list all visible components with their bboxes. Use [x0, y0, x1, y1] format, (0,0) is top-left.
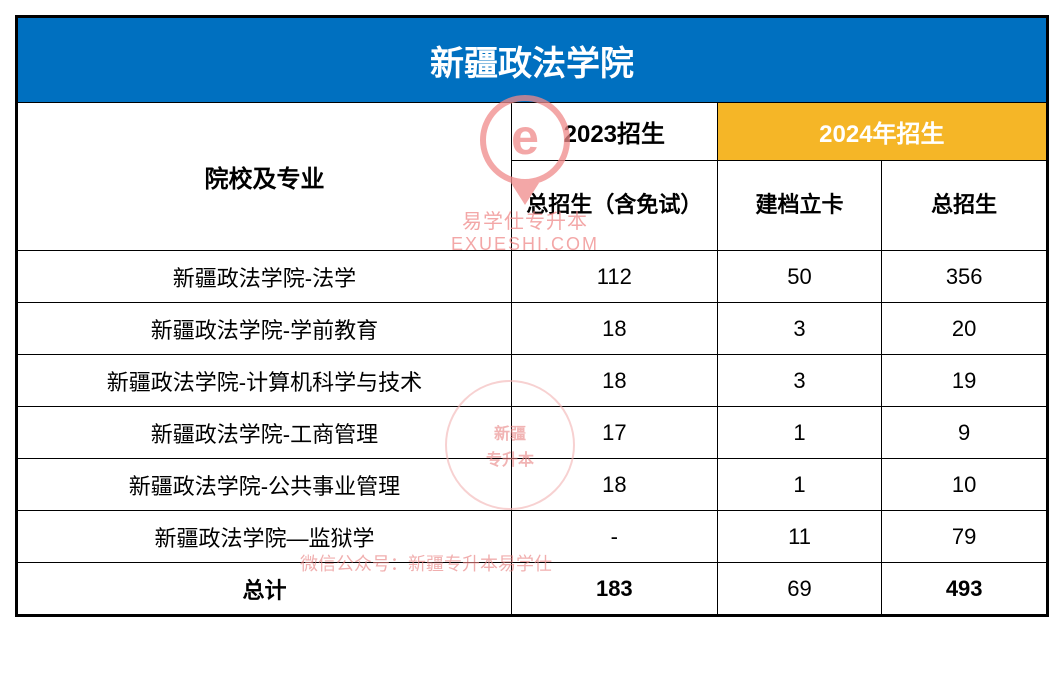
table-row: 新疆政法学院-计算机科学与技术 18 3 19: [18, 355, 1047, 407]
cell-2023: -: [511, 511, 717, 563]
header-sub-2023: 总招生（含免试）: [511, 161, 717, 251]
table-row: 新疆政法学院—监狱学 - 11 79: [18, 511, 1047, 563]
cell-2023: 18: [511, 355, 717, 407]
cell-major: 新疆政法学院-工商管理: [18, 407, 512, 459]
cell-total: 19: [882, 355, 1047, 407]
table-row: 新疆政法学院-学前教育 18 3 20: [18, 303, 1047, 355]
cell-total: 79: [882, 511, 1047, 563]
cell-total: 10: [882, 459, 1047, 511]
cell-jd: 3: [717, 303, 882, 355]
total-total: 493: [882, 563, 1047, 615]
table-row: 新疆政法学院-工商管理 17 1 9: [18, 407, 1047, 459]
title-row: 新疆政法学院: [18, 18, 1047, 103]
header-row-1: 院校及专业 2023招生 2024年招生: [18, 103, 1047, 161]
cell-jd: 3: [717, 355, 882, 407]
total-2023: 183: [511, 563, 717, 615]
total-jd: 69: [717, 563, 882, 615]
cell-major: 新疆政法学院-学前教育: [18, 303, 512, 355]
enrollment-table-wrap: 新疆政法学院 院校及专业 2023招生 2024年招生 总招生（含免试） 建档立…: [15, 15, 1049, 617]
cell-jd: 1: [717, 459, 882, 511]
table-title: 新疆政法学院: [18, 18, 1047, 103]
cell-total: 356: [882, 251, 1047, 303]
cell-total: 9: [882, 407, 1047, 459]
header-major: 院校及专业: [18, 103, 512, 251]
cell-2023: 18: [511, 303, 717, 355]
cell-major: 新疆政法学院-法学: [18, 251, 512, 303]
cell-total: 20: [882, 303, 1047, 355]
total-row: 总计 183 69 493: [18, 563, 1047, 615]
cell-2023: 112: [511, 251, 717, 303]
total-label: 总计: [18, 563, 512, 615]
cell-major: 新疆政法学院—监狱学: [18, 511, 512, 563]
cell-jd: 11: [717, 511, 882, 563]
table-row: 新疆政法学院-法学 112 50 356: [18, 251, 1047, 303]
header-2024: 2024年招生: [717, 103, 1046, 161]
cell-major: 新疆政法学院-计算机科学与技术: [18, 355, 512, 407]
enrollment-table: 新疆政法学院 院校及专业 2023招生 2024年招生 总招生（含免试） 建档立…: [17, 17, 1047, 615]
header-sub-jd: 建档立卡: [717, 161, 882, 251]
cell-major: 新疆政法学院-公共事业管理: [18, 459, 512, 511]
cell-jd: 1: [717, 407, 882, 459]
header-2023: 2023招生: [511, 103, 717, 161]
cell-jd: 50: [717, 251, 882, 303]
cell-2023: 18: [511, 459, 717, 511]
cell-2023: 17: [511, 407, 717, 459]
table-row: 新疆政法学院-公共事业管理 18 1 10: [18, 459, 1047, 511]
header-sub-total: 总招生: [882, 161, 1047, 251]
